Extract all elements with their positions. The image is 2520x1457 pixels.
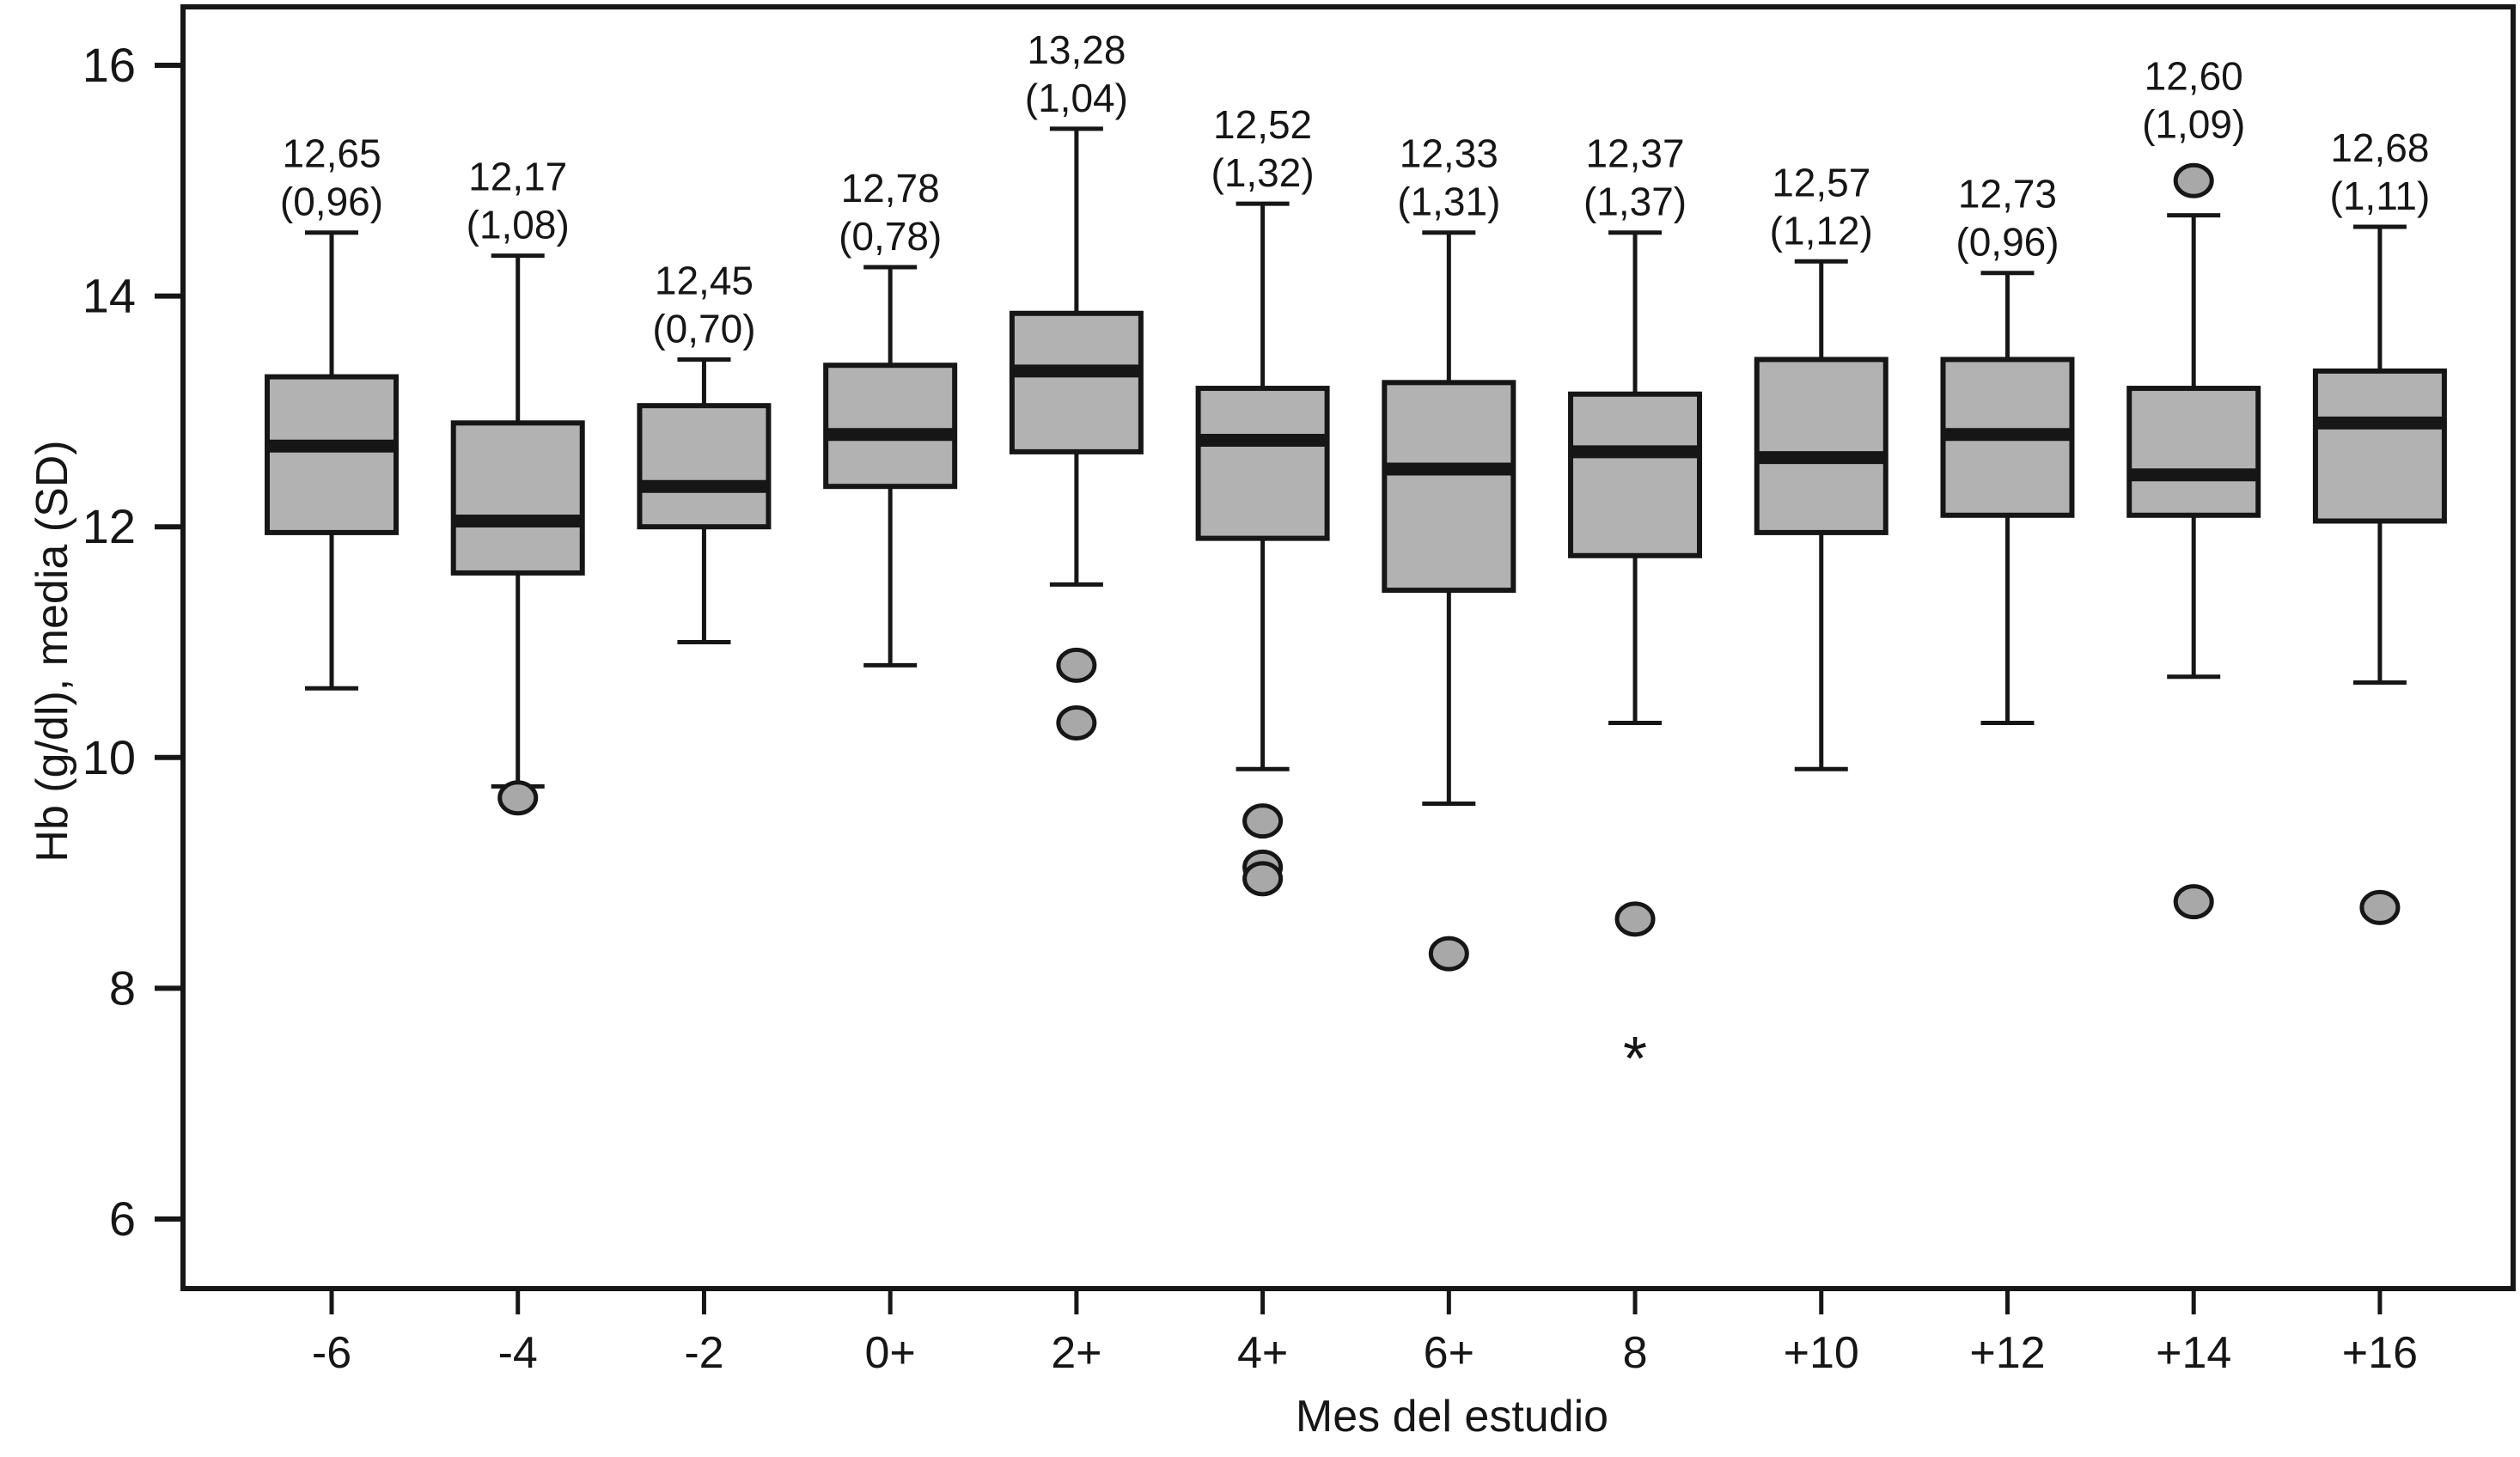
extreme-outlier-star: *	[1623, 1025, 1647, 1094]
iqr-box	[2312, 368, 2447, 524]
sd-label: (1,31)	[1397, 180, 1500, 224]
sd-label: (1,11)	[2330, 174, 2431, 218]
y-tick-label: 12	[82, 499, 136, 553]
mean-label: 12,33	[1400, 131, 1498, 176]
mean-label: 12,68	[2330, 125, 2429, 170]
y-tick-label: 6	[109, 1192, 136, 1246]
mean-label: 12,52	[1213, 102, 1312, 147]
sd-label: (0,78)	[839, 214, 942, 259]
mean-label: 12,60	[2145, 53, 2243, 98]
y-axis-title: Hb (g/dl), media (SD)	[27, 440, 77, 862]
outlier-point	[1056, 705, 1097, 741]
x-tick-label: +16	[2342, 1328, 2418, 1378]
sd-label: (1,09)	[2142, 101, 2245, 146]
x-tick-label: 2+	[1051, 1328, 1101, 1378]
x-tick-label: -6	[312, 1328, 351, 1378]
iqr-box	[1009, 310, 1144, 454]
x-tick-label: 4+	[1237, 1328, 1288, 1378]
iqr-box	[637, 403, 772, 530]
x-tick-label: -2	[684, 1328, 723, 1378]
sd-label: (0,70)	[652, 306, 755, 351]
outlier-point	[2173, 884, 2214, 920]
sd-label: (0,96)	[1956, 220, 2059, 265]
iqr-box	[1754, 357, 1888, 535]
outlier-point	[1614, 901, 1656, 937]
mean-label: 12,57	[1772, 160, 1870, 204]
x-tick-label: +10	[1784, 1328, 1859, 1378]
outlier-point	[2359, 889, 2401, 925]
x-tick-label: 0+	[865, 1328, 916, 1378]
x-tick-label: +14	[2156, 1328, 2231, 1378]
x-tick-label: -4	[498, 1328, 538, 1378]
sd-label: (1,32)	[1211, 150, 1315, 195]
plot-layer: 6 8 10 12 14 16 -6 -4 -2 0+ 2+ 4+ 6+ 8 +10 +12 +14 +16 12,…	[82, 4, 2516, 1378]
iqr-box	[823, 363, 958, 490]
iqr-box	[1195, 386, 1330, 541]
outlier-point	[1242, 803, 1284, 839]
outlier-point	[1428, 936, 1469, 972]
y-tick-label: 14	[82, 269, 136, 323]
mean-label: 12,73	[1958, 172, 2057, 216]
mean-label: 12,65	[282, 131, 381, 176]
sd-label: (1,04)	[1025, 76, 1128, 120]
outlier-point	[2173, 162, 2214, 198]
y-tick-label: 10	[82, 730, 136, 784]
mean-label: 12,78	[841, 166, 940, 210]
sd-label: (1,08)	[467, 203, 570, 247]
outlier-point	[1056, 647, 1097, 683]
sd-label: (1,37)	[1583, 180, 1687, 224]
x-tick-label: 8	[1623, 1328, 1648, 1378]
sd-label: (0,96)	[280, 180, 383, 224]
x-tick-label: +12	[1969, 1328, 2045, 1378]
iqr-box	[265, 374, 399, 535]
mean-label: 13,28	[1027, 27, 1126, 72]
mean-label: 12,45	[655, 258, 754, 302]
y-tick-label: 8	[109, 960, 136, 1015]
mean-label: 12,37	[1585, 131, 1684, 176]
iqr-box	[2126, 386, 2261, 518]
outlier-point	[1242, 861, 1284, 897]
plot-border	[180, 4, 2516, 1291]
mean-label: 12,17	[468, 155, 567, 199]
iqr-box	[450, 420, 585, 576]
iqr-box	[1568, 391, 1703, 558]
outlier-point	[497, 780, 539, 816]
x-tick-label: 6+	[1424, 1328, 1474, 1378]
iqr-box	[1382, 380, 1516, 594]
y-tick-label: 16	[82, 38, 136, 92]
sd-label: (1,12)	[1770, 208, 1873, 253]
x-axis-title: Mes del estudio	[1296, 1392, 1608, 1442]
